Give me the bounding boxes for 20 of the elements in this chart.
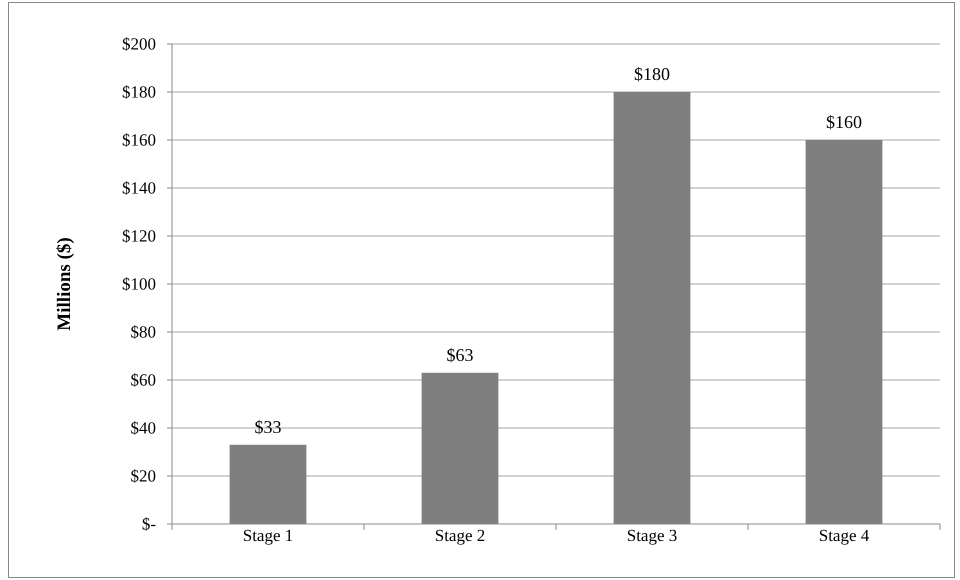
data-label: $160 [826,112,862,132]
y-tick-label: $40 [130,418,156,438]
x-tick-label: Stage 1 [242,526,294,545]
y-tick-label: $100 [122,274,156,294]
y-axis-title: Millions ($) [54,237,75,331]
data-label: $180 [634,64,670,84]
data-label: $33 [254,416,282,437]
y-tick-label: $200 [122,34,156,54]
y-tick-label: $- [142,514,156,534]
y-tick-label: $20 [130,466,156,486]
y-tick-label: $120 [122,226,156,246]
data-label: $63 [446,344,474,365]
x-tick-label: Stage 2 [434,526,486,545]
y-tick-label: $160 [122,130,156,150]
x-tick-label: Stage 3 [626,526,678,545]
x-tick-label: Stage 4 [818,526,870,545]
y-tick-label: $180 [122,82,156,102]
y-tick-label: $140 [122,178,156,198]
y-tick-label: $80 [130,322,156,342]
y-tick-label: $60 [130,370,156,390]
